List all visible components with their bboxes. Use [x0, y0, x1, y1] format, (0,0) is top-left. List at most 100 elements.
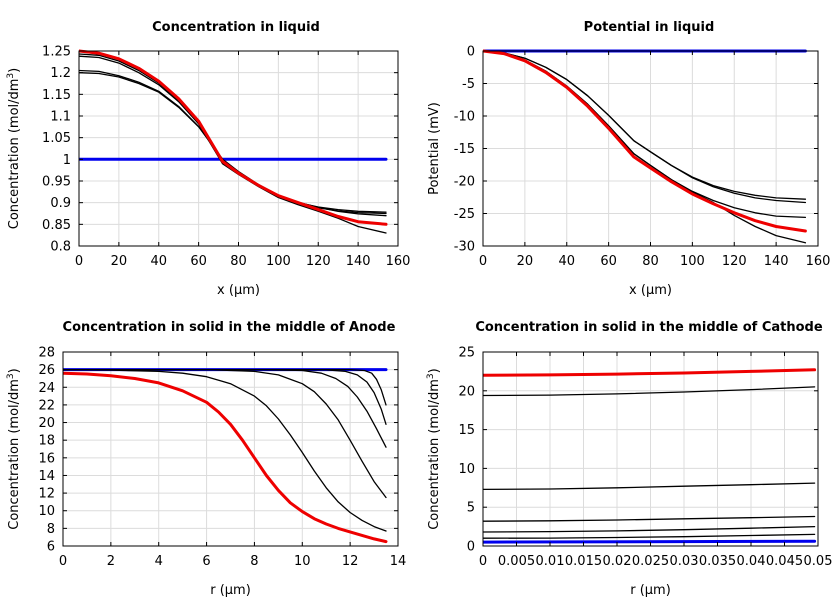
- series-line-t4: [483, 50, 807, 219]
- y-tick-label: 0: [467, 540, 475, 555]
- x-tick-label: 0.025: [632, 554, 669, 569]
- y-tick-label: 20: [458, 384, 475, 399]
- series-line-t2: [63, 368, 387, 425]
- y-tick-label: 10: [38, 504, 55, 519]
- x-tick-label: 40: [150, 254, 167, 269]
- series-line-t5: [483, 386, 816, 397]
- plot-frame: [62, 351, 399, 547]
- y-tick-label: 22: [38, 398, 55, 413]
- y-tick-label: 0.8: [50, 240, 71, 255]
- y-tick-label: 0.9: [50, 196, 71, 211]
- chart-concentration-in-liquid: 0 20 40 60 80 100 120 140 160 0.8 0.85 0.9 0.95 1 1.05…: [6, 20, 410, 298]
- x-axis-label: x (µm): [629, 283, 672, 298]
- chart-concentration-solid-cathode: 0 0.005 0.01 0.015 0.02 0.025 0.03 0.035 0.04 0.0…: [426, 320, 832, 598]
- series-line-t4: [63, 368, 387, 499]
- y-tick-label: 0.95: [42, 175, 71, 190]
- y-tick-label: -5: [462, 77, 475, 92]
- x-tick-label: 0: [59, 554, 67, 569]
- y-tick-label: 1.05: [42, 131, 71, 146]
- y-tick-label: 20: [38, 416, 55, 431]
- y-axis-label: Concentration (mol/dm3): [6, 68, 22, 230]
- x-tick-label: 0.03: [670, 554, 699, 569]
- y-tick-label: 12: [38, 487, 55, 502]
- series-line-initial: [483, 539, 817, 544]
- series-line-final: [63, 371, 388, 544]
- x-tick-label: 0: [75, 254, 83, 269]
- series-line-t1: [483, 533, 816, 539]
- y-tick-label: 0: [467, 45, 475, 60]
- chart-title: Concentration in solid in the middle of …: [63, 320, 396, 335]
- x-tick-label: 0.005: [498, 554, 535, 569]
- chart-potential-in-liquid: 0 20 40 60 80 100 120 140 160 -30 -25 -20 -15 -10 -5 0 P…: [427, 20, 830, 298]
- series-line-t1: [79, 72, 387, 213]
- series-group: [63, 368, 388, 544]
- x-tick-label: 40: [558, 254, 575, 269]
- y-tick-label: 5: [467, 501, 475, 516]
- y-axis-label: Concentration (mol/dm3): [426, 368, 442, 530]
- y-tick-label: -15: [454, 142, 475, 157]
- x-tick-label: 0.01: [536, 554, 565, 569]
- series-line-t5: [63, 368, 387, 532]
- y-axis-label: Concentration (mol/dm3): [6, 368, 22, 530]
- grid: [482, 50, 819, 247]
- series-line-t3: [79, 55, 387, 234]
- y-tick-label: 25: [458, 346, 475, 361]
- x-axis-label: r (µm): [210, 583, 251, 598]
- x-tick-label: 2: [107, 554, 115, 569]
- series-group: [483, 49, 807, 244]
- y-tick-label: 26: [38, 363, 55, 378]
- series-line-t2: [79, 69, 387, 217]
- x-tick-label: 160: [806, 254, 831, 269]
- grid: [62, 351, 399, 547]
- x-tick-label: 0.02: [603, 554, 632, 569]
- x-tick-label: 0: [479, 554, 487, 569]
- series-line-t3: [63, 368, 387, 448]
- y-tick-label: 28: [38, 346, 55, 361]
- series-line-t2: [483, 525, 816, 533]
- x-tick-label: 160: [386, 254, 411, 269]
- x-tick-label: 140: [764, 254, 789, 269]
- series-line-final: [483, 368, 817, 377]
- x-tick-label: 6: [202, 554, 210, 569]
- y-tick-label: 24: [38, 381, 55, 396]
- y-tick-label: 15: [458, 423, 475, 438]
- series-line-t2: [483, 50, 807, 204]
- y-tick-label: 14: [38, 469, 55, 484]
- series-line-t1: [483, 50, 807, 200]
- y-axis-label: Potential (mV): [427, 102, 442, 195]
- y-tick-label: -30: [454, 240, 475, 255]
- y-tick-label: 10: [458, 462, 475, 477]
- x-tick-label: 80: [230, 254, 247, 269]
- y-tick-label: 1.1: [50, 110, 71, 125]
- x-tick-label: 0.05: [804, 554, 833, 569]
- series-line-t4: [483, 482, 816, 491]
- y-tick-label: 8: [47, 522, 55, 537]
- x-tick-label: 4: [155, 554, 163, 569]
- x-tick-label: 10: [294, 554, 311, 569]
- x-tick-label: 12: [342, 554, 359, 569]
- x-tick-label: 80: [642, 254, 659, 269]
- series-line-t3: [483, 515, 816, 522]
- x-tick-label: 100: [680, 254, 705, 269]
- y-tick-label: 6: [47, 540, 55, 555]
- x-tick-label: 20: [111, 254, 128, 269]
- x-tick-label: 0: [479, 254, 487, 269]
- chart-title: Potential in liquid: [584, 20, 715, 35]
- x-tick-label: 100: [266, 254, 291, 269]
- x-tick-label: 0.045: [766, 554, 803, 569]
- x-axis-label: x (µm): [217, 283, 260, 298]
- x-tick-label: 14: [390, 554, 407, 569]
- series-group: [483, 368, 817, 544]
- y-tick-label: 1.2: [50, 66, 71, 81]
- y-tick-label: -10: [454, 110, 475, 125]
- chart-title: Concentration in liquid: [152, 20, 320, 35]
- y-tick-label: 1: [63, 153, 71, 168]
- y-tick-label: 18: [38, 434, 55, 449]
- series-group: [79, 49, 388, 234]
- y-tick-label: 16: [38, 451, 55, 466]
- y-tick-label: -25: [454, 207, 475, 222]
- chart-concentration-solid-anode: 0 2 4 6 8 10 12 146810121416182022242628Concent…: [6, 320, 406, 598]
- series-line-final: [79, 49, 388, 226]
- x-tick-label: 20: [517, 254, 534, 269]
